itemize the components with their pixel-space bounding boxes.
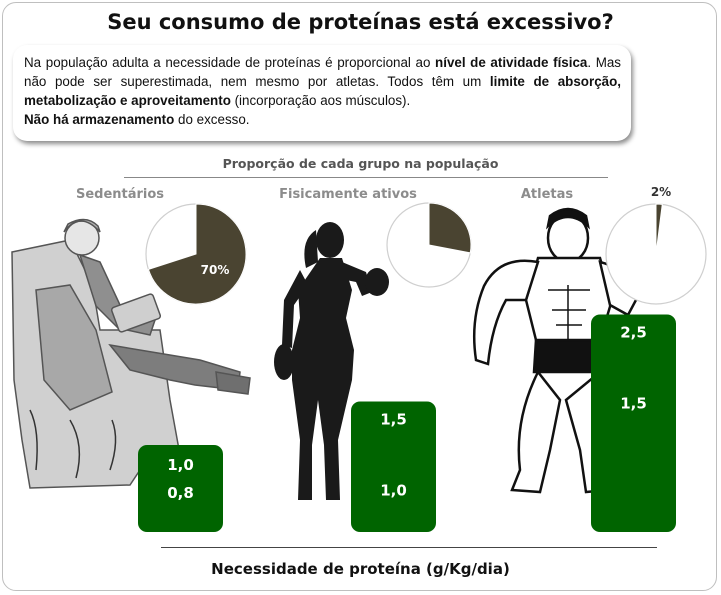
pie-chart-title: Proporção de cada grupo na população [222, 156, 499, 171]
pie-label: 70% [201, 263, 230, 277]
axis-divider [161, 547, 657, 548]
bar-label-max: 1,5 [380, 411, 407, 429]
bar-label-min: 0,8 [167, 484, 194, 502]
info-box: Na população adulta a necessidade de pro… [13, 45, 631, 141]
bar-rect [351, 401, 436, 532]
group-label-sedentary: Sedentários [75, 187, 165, 202]
bar-label-min: 1,0 [380, 482, 407, 500]
bar-2: 1,5 1,0 [351, 401, 436, 532]
info-bold-2: limite de absorção, metabolização e apro… [24, 74, 621, 108]
bar-rect [591, 314, 676, 532]
info-text-2: . Mas não pode ser superestimada, nem me… [24, 55, 622, 89]
pie-3: 2% [605, 185, 707, 305]
info-text-3: (incorporação aos músculos). [230, 93, 411, 108]
pie-slice [655, 203, 663, 255]
pie-label: 28% [399, 231, 428, 245]
group-label-athletes: Atletas [520, 187, 574, 202]
sedentary-illustration [11, 218, 251, 489]
pie-1: 70% [145, 203, 247, 305]
bar-label-min: 1,5 [620, 395, 647, 413]
bar-label-max: 1,0 [167, 456, 194, 474]
bar-rect [138, 445, 223, 532]
title-divider [124, 177, 608, 178]
pie-slice [147, 203, 247, 305]
page-title: Seu consumo de proteínas está excessivo? [107, 10, 614, 34]
bar-3: 2,5 1,5 [591, 314, 676, 532]
pie-slice [428, 202, 472, 254]
info-text-4: do excesso. [174, 112, 250, 127]
bar-1: 1,0 0,8 [138, 445, 223, 532]
info-text-1: Na população adulta a necessidade de pro… [24, 55, 436, 70]
pie-2: 28% [386, 202, 472, 288]
pie-label: 2% [651, 185, 671, 199]
info-bold-3: Não há armazenamento [24, 112, 175, 127]
bar-label-max: 2,5 [620, 324, 647, 342]
bar-axis-title: Necessidade de proteína (g/Kg/dia) [211, 560, 510, 578]
info-bold-1: nível de atividade física [435, 55, 588, 70]
fitness-woman-illustration [274, 222, 389, 500]
group-label-active: Fisicamente ativos [279, 187, 417, 202]
